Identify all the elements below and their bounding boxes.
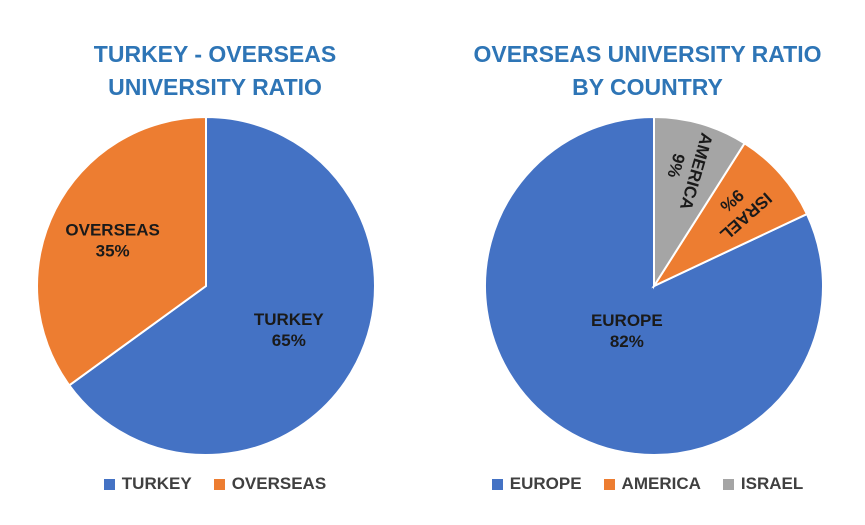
pie-chart: TURKEY 65% OVERSEAS 35% — [36, 115, 376, 456]
slice-label-name: TURKEY — [254, 310, 325, 329]
slice-label-value: 35% — [96, 241, 130, 260]
legend-label: ISRAEL — [740, 474, 804, 493]
slice-label-value: 82% — [610, 332, 644, 351]
slice-label-name: EUROPE — [591, 311, 663, 330]
chart-right: OVERSEAS UNIVERSITY RATIO BY COUNTRY EUR… — [430, 0, 865, 525]
legend-swatch — [603, 478, 615, 490]
chart-title-line-2: BY COUNTRY — [572, 74, 723, 100]
pie-slice-america — [653, 115, 746, 290]
legend-label: OVERSEAS — [231, 474, 327, 493]
chart-title-line-1: OVERSEAS UNIVERSITY RATIO — [473, 41, 822, 67]
legend-item-europe: EUROPE — [491, 474, 582, 494]
slice-label-overseas: OVERSEAS 35% — [65, 220, 159, 260]
legend-label: AMERICA — [621, 474, 701, 493]
chart-title-line-2: UNIVERSITY RATIO — [108, 74, 322, 100]
pie-slice-europe — [484, 115, 824, 456]
pie-slice-israel — [651, 141, 809, 289]
chart-left: TURKEY - OVERSEAS UNIVERSITY RATIO TURKE… — [0, 0, 430, 525]
legend-swatch — [103, 478, 115, 490]
legend-item-overseas: OVERSEAS — [213, 474, 327, 494]
chart-title-line-1: TURKEY - OVERSEAS — [93, 41, 337, 67]
legend-item-turkey: TURKEY — [103, 474, 192, 494]
legend-label: EUROPE — [509, 474, 582, 493]
legend-item-america: AMERICA — [603, 474, 701, 494]
pie-slice-overseas — [36, 115, 207, 387]
legend: TURKEY OVERSEAS — [0, 474, 430, 494]
legend: EUROPE AMERICA ISRAEL — [430, 474, 865, 494]
slice-label-turkey: TURKEY 65% — [254, 310, 325, 350]
chart-title: TURKEY - OVERSEAS UNIVERSITY RATIO — [0, 38, 430, 104]
slice-label-name: OVERSEAS — [65, 220, 159, 239]
legend-swatch — [722, 478, 734, 490]
slice-label-europe: EUROPE 82% — [591, 311, 663, 351]
legend-swatch — [491, 478, 503, 490]
slice-label-value: 65% — [272, 331, 306, 350]
chart-title: OVERSEAS UNIVERSITY RATIO BY COUNTRY — [430, 38, 865, 104]
legend-label: TURKEY — [121, 474, 192, 493]
legend-swatch — [213, 478, 225, 490]
pie-slice-turkey — [67, 115, 376, 456]
legend-item-israel: ISRAEL — [722, 474, 804, 494]
